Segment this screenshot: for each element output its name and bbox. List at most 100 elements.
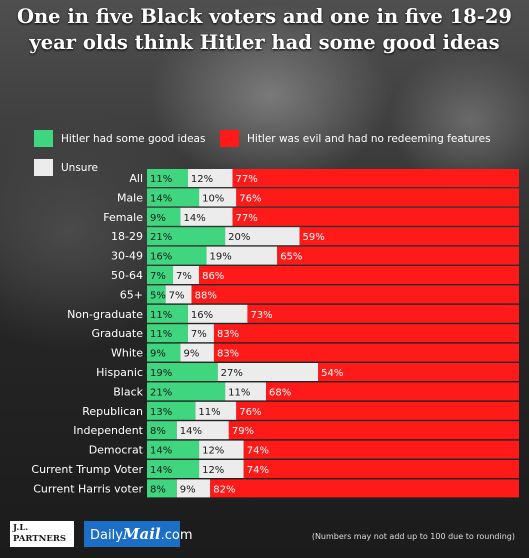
value-label-evil-republican: 76% [239, 407, 261, 418]
chart-title: One in five Black voters and one in five… [17, 5, 512, 54]
value-label-evil-male: 76% [239, 193, 261, 204]
value-label-unsure-graduate: 7% [191, 329, 207, 340]
row-label-current-trump-voter: Current Trump Voter [31, 463, 143, 476]
bar-unsure-male [199, 188, 237, 207]
bar-good-female [147, 207, 181, 226]
bar-evil-republican [236, 401, 519, 420]
bar-unsure-female [180, 207, 233, 226]
value-label-evil-non-graduate: 73% [250, 310, 272, 321]
value-label-evil-18-29: 59% [303, 232, 325, 243]
row-label-white: White [111, 347, 143, 360]
row-label-hispanic: Hispanic [96, 366, 143, 379]
value-label-evil-current-harris-voter: 82% [213, 484, 235, 495]
row-label-50-64: 50-64 [111, 269, 143, 282]
value-label-good-non-graduate: 11% [150, 310, 172, 321]
value-label-good-graduate: 11% [150, 329, 172, 340]
legend-swatch-evil [220, 130, 239, 147]
value-label-good-18-29: 21% [150, 232, 172, 243]
legend-item-good: Hitler had some good ideas [34, 130, 205, 147]
row-label-18-29: 18-29 [111, 230, 143, 243]
value-label-evil-65: 88% [195, 290, 217, 301]
value-label-evil-50-64: 86% [202, 271, 224, 282]
bar-good-non-graduate [147, 304, 188, 323]
legend-swatch-unsure [34, 159, 53, 176]
value-label-good-republican: 13% [150, 407, 172, 418]
value-label-evil-female: 77% [236, 213, 258, 224]
bar-unsure-white [180, 343, 214, 362]
bar-good-current-trump-voter [147, 460, 200, 478]
value-label-unsure-hispanic: 27% [221, 368, 243, 379]
bar-good-republican [147, 401, 196, 420]
jl-partners-logo: J.L. PARTNERS [10, 521, 74, 547]
row-label-black: Black [113, 385, 143, 398]
bar-evil-graduate [213, 324, 519, 343]
value-label-unsure-30-49: 19% [210, 252, 232, 263]
value-label-good-independent: 8% [150, 426, 166, 437]
row-label-male: Male [117, 191, 143, 204]
value-label-good-male: 14% [150, 193, 172, 204]
bar-evil-current-harris-voter [210, 479, 520, 498]
bar-good-democrat [147, 440, 200, 459]
bar-unsure-all [187, 169, 233, 187]
bar-evil-50-64 [199, 266, 519, 284]
bar-evil-black [266, 382, 519, 401]
row-label-65: 65+ [120, 288, 143, 301]
dm-logo-mid: Mail [122, 525, 161, 543]
bar-unsure-30-49 [206, 246, 278, 265]
legend-swatch-good [34, 130, 53, 147]
value-label-unsure-independent: 14% [180, 426, 202, 437]
jl-logo-line2: PARTNERS [13, 534, 67, 544]
bar-evil-male [236, 188, 519, 207]
value-label-unsure-65: 7% [169, 290, 185, 301]
bar-evil-65 [191, 285, 519, 304]
value-label-unsure-male: 10% [202, 193, 224, 204]
value-label-evil-30-49: 65% [280, 252, 302, 263]
bar-unsure-graduate [187, 324, 214, 343]
bar-good-18-29 [147, 227, 226, 246]
value-label-good-all: 11% [150, 174, 172, 185]
value-label-unsure-18-29: 20% [228, 232, 250, 243]
bar-good-65 [147, 285, 166, 304]
value-label-evil-independent: 79% [232, 426, 254, 437]
bar-evil-30-49 [277, 246, 519, 265]
rounding-note: (Numbers may not add up to 100 due to ro… [311, 532, 515, 541]
legend-label-good: Hitler had some good ideas [61, 132, 206, 145]
bar-evil-all [232, 169, 519, 187]
row-label-current-harris-voter: Current Harris voter [33, 482, 143, 495]
dm-logo-prefix: Daily [90, 528, 123, 543]
bar-unsure-18-29 [225, 227, 300, 246]
bar-good-graduate [147, 324, 188, 343]
row-label-democrat: Democrat [89, 444, 144, 457]
legend: Hitler had some good ideas Hitler was ev… [0, 0, 529, 180]
value-label-good-65: 5% [150, 290, 166, 301]
value-label-good-black: 21% [150, 387, 172, 398]
footer: J.L. PARTNERS DailyMail.com (Numbers may… [0, 516, 529, 556]
value-label-unsure-black: 11% [228, 387, 250, 398]
jl-logo-line1: J.L. [13, 523, 29, 533]
legend-label-unsure: Unsure [61, 161, 99, 174]
bar-evil-female [232, 207, 519, 226]
value-label-unsure-non-graduate: 16% [191, 310, 213, 321]
value-label-good-female: 9% [150, 213, 166, 224]
bar-unsure-non-graduate [187, 304, 248, 323]
bar-good-male [147, 188, 200, 207]
bar-evil-democrat [243, 440, 519, 459]
value-label-evil-hispanic: 54% [321, 368, 343, 379]
bar-good-50-64 [147, 266, 174, 284]
dailymail-logo: DailyMail.com [84, 521, 193, 547]
value-label-unsure-female: 14% [183, 213, 205, 224]
value-label-unsure-50-64: 7% [176, 271, 192, 282]
value-label-good-current-trump-voter: 14% [150, 465, 172, 476]
row-label-30-49: 30-49 [111, 250, 143, 263]
bar-good-all [147, 169, 188, 187]
bar-good-hispanic [147, 363, 218, 381]
bar-evil-18-29 [299, 227, 519, 246]
bar-unsure-current-harris-voter [176, 479, 211, 498]
value-label-good-30-49: 16% [150, 252, 172, 263]
row-label-female: Female [103, 211, 143, 224]
legend-item-unsure: Unsure [34, 159, 98, 176]
value-label-good-current-harris-voter: 8% [150, 484, 166, 495]
bar-good-black [147, 382, 226, 401]
legend-label-evil: Hitler was evil and had no redeeming fea… [247, 132, 491, 145]
